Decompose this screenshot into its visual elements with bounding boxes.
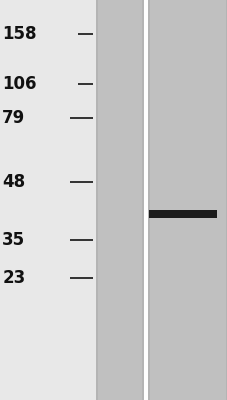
Bar xyxy=(225,0,227,400)
Text: 79: 79 xyxy=(2,109,25,127)
Text: 158: 158 xyxy=(2,25,37,43)
Text: 48: 48 xyxy=(2,173,25,191)
Bar xyxy=(95,0,97,400)
Bar xyxy=(141,0,143,400)
Bar xyxy=(148,0,227,400)
Bar xyxy=(95,0,143,400)
Bar xyxy=(143,0,148,400)
Text: 106: 106 xyxy=(2,75,37,93)
Bar xyxy=(149,210,216,218)
Text: 23: 23 xyxy=(2,269,25,287)
Text: 35: 35 xyxy=(2,231,25,249)
Bar xyxy=(148,0,149,400)
